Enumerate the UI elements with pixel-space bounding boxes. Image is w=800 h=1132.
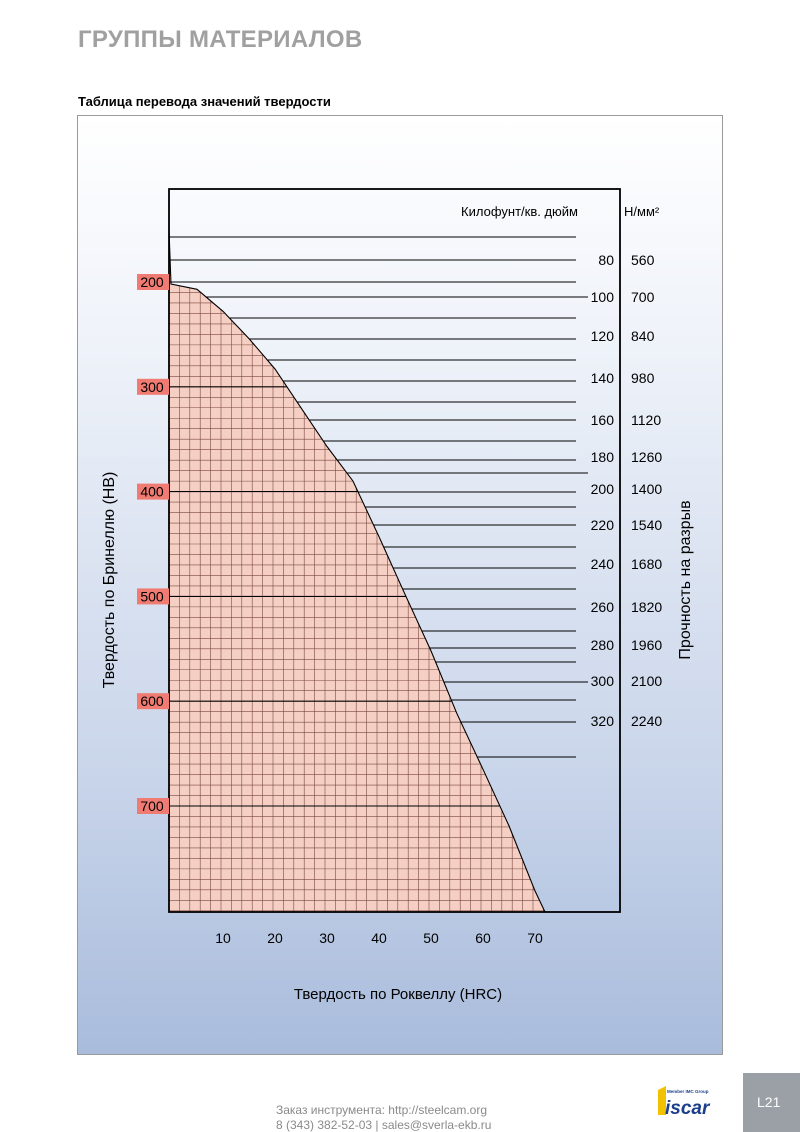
page-number-tab xyxy=(743,1073,800,1132)
y-axis-label: Твердость по Бринеллю (HB) xyxy=(101,472,118,689)
kpsi-header: Килофунт/кв. дюйм xyxy=(461,204,578,219)
nmm2-value: 840 xyxy=(631,328,655,344)
nmm2-value: 1820 xyxy=(631,599,662,615)
kpsi-value: 220 xyxy=(591,517,615,533)
hrc-tick-label: 50 xyxy=(423,930,439,946)
kpsi-value: 140 xyxy=(591,370,615,386)
plot-frame xyxy=(168,188,621,913)
nmm2-header: Н/мм² xyxy=(624,204,660,219)
hrc-tick-label: 70 xyxy=(527,930,543,946)
hb-label-bg xyxy=(137,693,169,710)
nmm2-value: 980 xyxy=(631,370,655,386)
hb-label-bg xyxy=(137,378,169,395)
hb-tick-label: 700 xyxy=(140,798,164,814)
kpsi-value: 100 xyxy=(591,289,615,305)
kpsi-value: 320 xyxy=(591,713,615,729)
nmm2-value: 700 xyxy=(631,289,655,305)
hb-label-bg xyxy=(137,274,169,290)
nmm2-value: 1260 xyxy=(631,449,662,465)
nmm2-value: 1960 xyxy=(631,637,662,653)
nmm2-value: 1120 xyxy=(631,412,661,428)
kpsi-value: 260 xyxy=(591,599,615,615)
page-number: L21 xyxy=(757,1094,781,1110)
kpsi-value: 80 xyxy=(598,252,614,268)
hb-tick-label: 500 xyxy=(140,588,164,604)
nmm2-value: 560 xyxy=(631,252,655,268)
logo-tagline: Member IMC Group xyxy=(667,1089,709,1094)
nmm2-value: 2240 xyxy=(631,713,662,729)
hb-tick-labels: 200 300 400 500 600 700 xyxy=(137,274,169,814)
hb-tick-label: 300 xyxy=(140,379,164,395)
kpsi-value: 240 xyxy=(591,556,615,572)
hb-label-bg xyxy=(137,588,169,605)
tensile-rows: 80 560 100 700 120 840 140 980 160 1120 180 1260 200… xyxy=(169,236,662,758)
x-axis-label: Твердость по Роквеллу (HRC) xyxy=(294,986,502,1003)
hb-tick-label: 200 xyxy=(140,274,164,290)
hrc-tick-label: 30 xyxy=(319,930,335,946)
hb-major-lines xyxy=(169,281,500,807)
hb-label-bg xyxy=(137,483,169,500)
logo-wordmark: iscar xyxy=(665,1098,711,1118)
hrc-tick-label: 40 xyxy=(371,930,387,946)
kpsi-value: 300 xyxy=(591,673,615,689)
nmm2-value: 2100 xyxy=(631,673,662,689)
kpsi-value: 120 xyxy=(591,328,615,344)
curve-area xyxy=(169,230,545,912)
kpsi-value: 160 xyxy=(591,412,615,428)
iscar-logo: Member IMC Group iscar xyxy=(658,1086,711,1118)
hrc-tick-label: 20 xyxy=(267,930,283,946)
hrc-tick-label: 60 xyxy=(475,930,491,946)
kpsi-value: 200 xyxy=(591,481,615,497)
hb-tick-label: 400 xyxy=(140,484,164,500)
kpsi-value: 180 xyxy=(591,449,615,465)
footer-order-line: Заказ инструмента: http://steelcam.org xyxy=(276,1103,488,1117)
page-title: ГРУППЫ МАТЕРИАЛОВ xyxy=(78,26,363,53)
nmm2-value: 1680 xyxy=(631,556,662,572)
curve-line xyxy=(168,229,546,913)
nmm2-value: 1540 xyxy=(631,517,662,533)
right-axis-label: Прочность на разрыв xyxy=(677,500,694,659)
footer-contact-line: 8 (343) 382-52-03 | sales@sverla-ekb.ru xyxy=(276,1118,492,1132)
hb-label-bg xyxy=(137,798,169,814)
nmm2-value: 1400 xyxy=(631,481,662,497)
kpsi-value: 280 xyxy=(591,637,615,653)
hrc-tick-labels: 10 20 30 40 50 60 70 xyxy=(215,930,543,946)
section-title: Таблица перевода значений твердости xyxy=(78,94,331,109)
hrc-tick-label: 10 xyxy=(215,930,231,946)
hb-tick-label: 600 xyxy=(140,693,164,709)
